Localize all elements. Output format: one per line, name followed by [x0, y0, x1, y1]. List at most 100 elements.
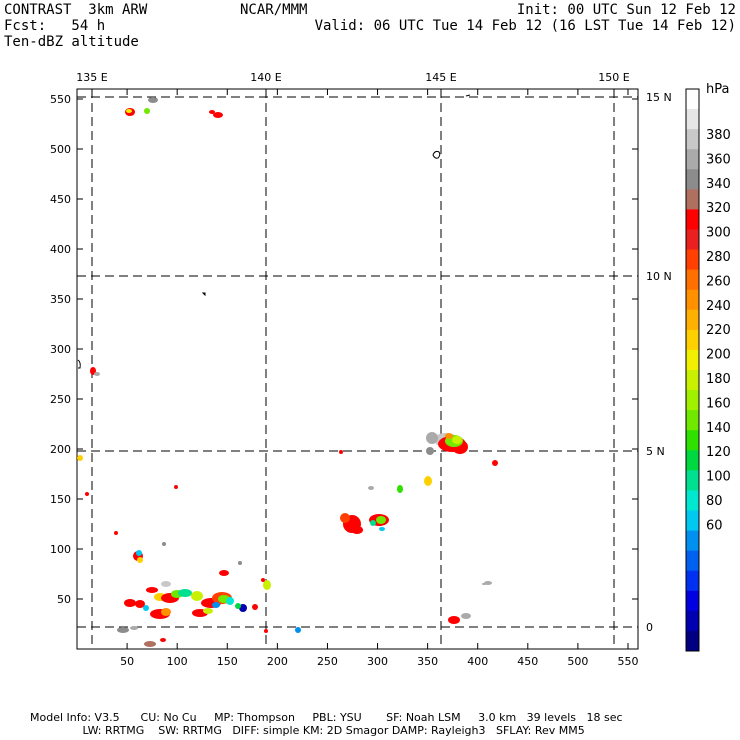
echo-cell [209, 110, 215, 114]
x-tick-label: 250 [317, 655, 338, 668]
y-tick-label: 500 [50, 143, 71, 156]
colorbar-swatch [686, 149, 699, 170]
echo-cell [235, 603, 241, 609]
echo-cell [126, 109, 132, 113]
y-tick-label: 400 [50, 243, 71, 256]
colorbar-swatch [686, 410, 699, 431]
echo-cell [162, 542, 166, 546]
echo-cell [448, 616, 460, 624]
x-tick-label: 150 [217, 655, 238, 668]
echo-cell [117, 627, 129, 633]
lat-label: 5 N [646, 445, 665, 458]
colorbar-swatch [686, 229, 699, 251]
colorbar-swatch [686, 249, 699, 271]
colorbar-label: 260 [706, 274, 731, 289]
echo-cell [191, 591, 203, 601]
echo-cell [379, 527, 385, 531]
echo-cell [238, 561, 242, 565]
map-frame [76, 88, 639, 650]
y-tick-label: 350 [50, 293, 71, 306]
echo-cell [148, 97, 158, 103]
colorbar-label: 280 [706, 250, 731, 265]
y-tick-label: 100 [50, 543, 71, 556]
coastline [77, 94, 471, 369]
colorbar-swatch [686, 169, 699, 190]
y-tick-label: 450 [50, 193, 71, 206]
y-tick-label: 550 [50, 93, 71, 106]
echo-cell [161, 608, 171, 616]
echo-cell [397, 485, 403, 493]
colorbar-swatch [686, 109, 699, 130]
colorbar-label: 320 [706, 201, 731, 216]
forecast-hour: Fcst: 54 h [4, 18, 106, 34]
echo-cell [143, 605, 149, 611]
x-tick-label: 200 [267, 655, 288, 668]
colorbar-unit: hPa [706, 82, 729, 97]
echo-cell [174, 485, 178, 489]
axis-ticks: 135 E 140 E 145 E 150 E 15 N 10 N 5 N 0 50 100 150… [50, 71, 672, 668]
echo-cell [261, 578, 265, 582]
echo-cell [226, 597, 234, 605]
lon-label: 140 E [250, 71, 281, 84]
lat-label: 0 [646, 621, 653, 634]
echo-cell [461, 613, 471, 619]
colorbar-label: 340 [706, 177, 731, 192]
lat-label: 10 N [646, 270, 672, 283]
colorbar-label: 200 [706, 348, 731, 363]
lat-lon-grid [77, 89, 638, 649]
colorbar-label: 60 [706, 518, 723, 533]
x-tick-label: 450 [517, 655, 538, 668]
x-tick-label: 350 [417, 655, 438, 668]
colorbar-swatch [686, 209, 699, 230]
island-outline [432, 150, 441, 159]
field-name: Ten-dBZ altitude [4, 34, 139, 50]
echo-cell [178, 589, 192, 597]
colorbar-swatch [686, 470, 699, 491]
colorbar-label: 140 [706, 421, 731, 436]
org-label: NCAR/MMM [240, 2, 308, 18]
y-tick-label: 50 [57, 593, 71, 606]
y-tick-label: 200 [50, 443, 71, 456]
colorbar-label: 220 [706, 323, 731, 338]
echo-cell [137, 557, 143, 563]
colorbar-label: 180 [706, 372, 731, 387]
echo-cell [135, 600, 145, 608]
y-tick-label: 250 [50, 393, 71, 406]
colorbar-label: 360 [706, 152, 731, 167]
echo-cell [351, 526, 363, 534]
echo-cell [295, 627, 301, 633]
colorbar-label: 100 [706, 470, 731, 485]
echo-cell [340, 513, 350, 523]
colorbar-swatch [686, 630, 699, 652]
colorbar-swatch [686, 269, 699, 291]
colorbar: hPa 380 360 340 320 300 280 260 240 220 200 180 160 1… [685, 82, 731, 652]
lon-label: 150 E [598, 71, 629, 84]
echo-cell [144, 108, 150, 114]
colorbar-swatch [686, 390, 699, 411]
lon-label: 145 E [425, 71, 456, 84]
colorbar-swatch [686, 89, 699, 110]
radar-echo-cells [77, 97, 498, 647]
echo-cell [368, 486, 374, 490]
echo-cell [264, 629, 268, 633]
model-info-line2: LW: RRTMG SW: RRTMG DIFF: simple KM: 2D … [30, 724, 585, 737]
colorbar-swatch [686, 349, 699, 371]
lat-label: 15 N [646, 91, 672, 104]
colorbar-swatch [686, 189, 699, 210]
colorbar-frame [685, 88, 700, 652]
echo-cell [219, 570, 229, 576]
colorbar-swatch [686, 309, 699, 331]
echo-cell [426, 447, 434, 455]
colorbar-swatch [686, 490, 699, 511]
echo-cell [263, 580, 271, 590]
echo-cell [445, 433, 453, 439]
echo-cell [161, 581, 171, 587]
echo-cell [85, 492, 89, 496]
colorbar-label: 300 [706, 226, 731, 241]
colorbar-swatch [686, 329, 699, 351]
echo-cell [426, 432, 438, 444]
colorbar-swatch [686, 289, 699, 311]
colorbar-label: 380 [706, 128, 731, 143]
echo-cell [114, 531, 118, 535]
valid-time: Valid: 06 UTC Tue 14 Feb 12 (16 LST Tue … [314, 18, 736, 34]
